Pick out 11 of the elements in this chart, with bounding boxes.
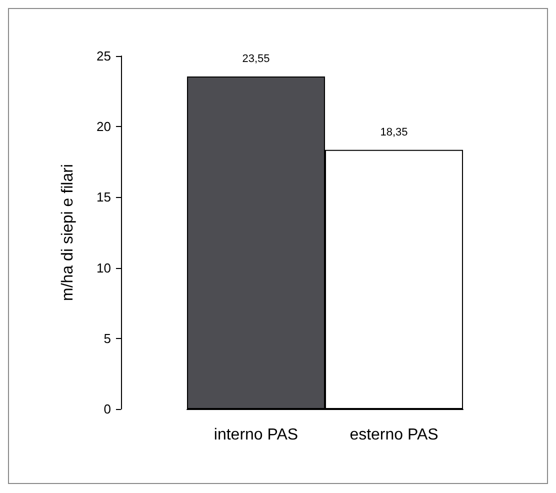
y-tick-label: 15 xyxy=(96,190,111,205)
y-tick-label: 10 xyxy=(96,260,111,276)
y-axis-title: m/ha di siepi e filari xyxy=(60,164,76,301)
x-tick-label: esterno PAS xyxy=(350,426,438,444)
y-tick-label: 25 xyxy=(96,48,111,64)
y-tick-label: 5 xyxy=(104,330,111,346)
data-label: 18,35 xyxy=(380,126,408,138)
x-tick-label: interno PAS xyxy=(214,426,298,444)
y-tick-label: 20 xyxy=(96,119,111,134)
data-label: 23,55 xyxy=(242,52,270,65)
y-tick-label: 0 xyxy=(104,402,111,416)
